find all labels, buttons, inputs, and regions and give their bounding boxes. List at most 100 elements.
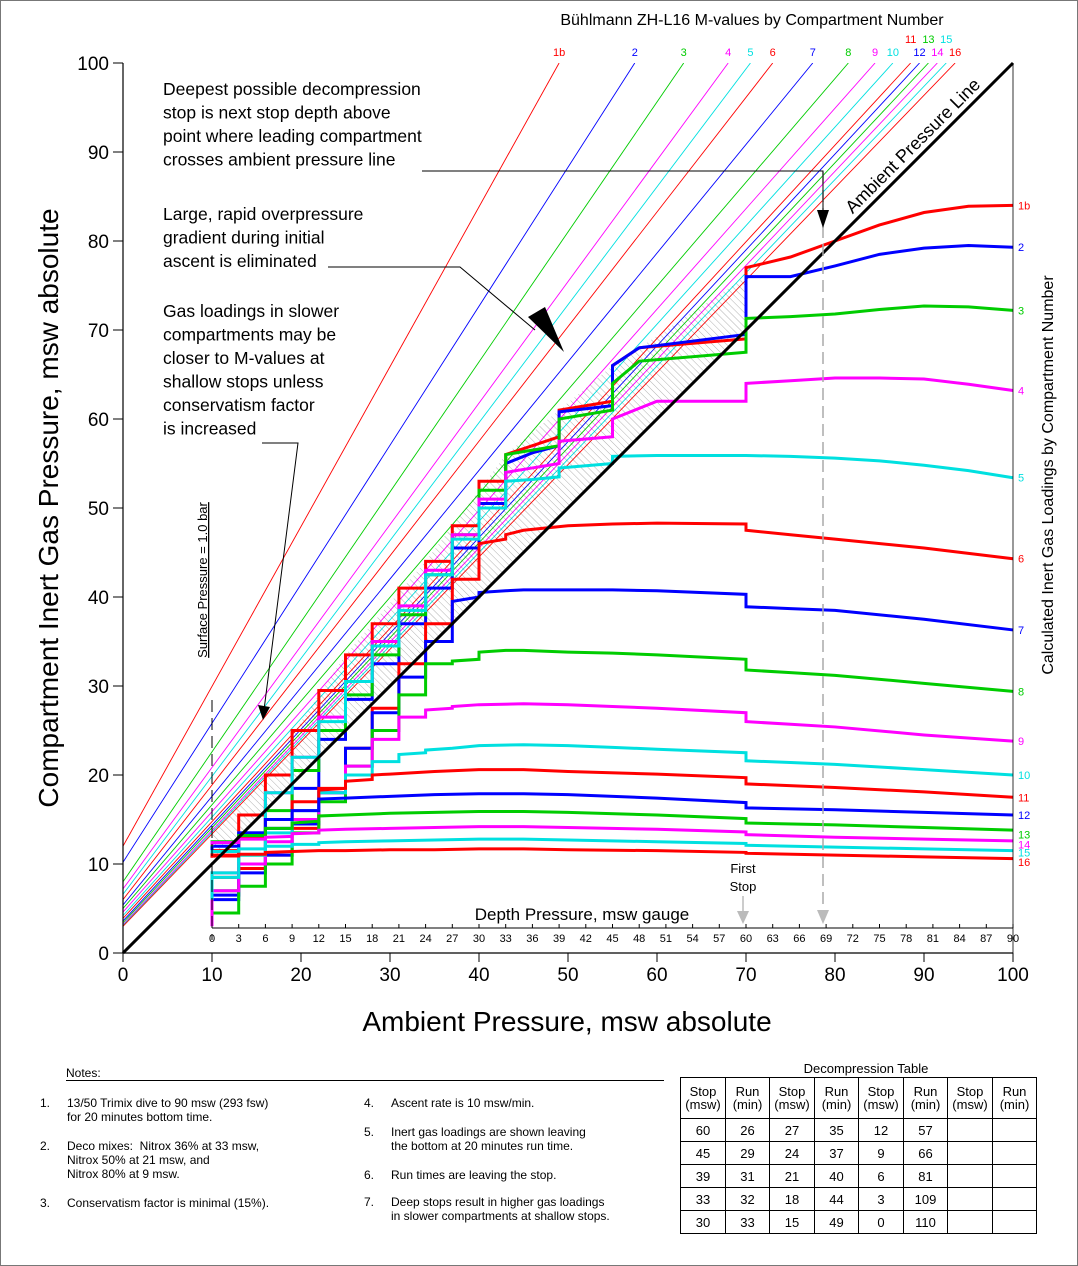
series-label-14: 14 bbox=[1018, 839, 1030, 851]
y-tick-label: 90 bbox=[88, 143, 109, 164]
m-value-label-4: 4 bbox=[725, 47, 731, 59]
m-value-label-2: 2 bbox=[632, 47, 638, 59]
table-cell: 49 bbox=[814, 1210, 859, 1234]
depth-tick-label: 18 bbox=[366, 933, 378, 945]
m-value-line-7 bbox=[123, 63, 814, 906]
note-text: Ascent rate is 10 msw/min. bbox=[391, 1096, 535, 1110]
m-value-line-2 bbox=[123, 63, 636, 863]
x-tick-label: 40 bbox=[468, 965, 489, 986]
depth-tick-label: 0 bbox=[209, 933, 215, 945]
depth-tick-label: 45 bbox=[606, 933, 618, 945]
depth-tick-label: 39 bbox=[553, 933, 565, 945]
table-cell: 32 bbox=[725, 1187, 770, 1211]
table-cell: 26 bbox=[725, 1118, 770, 1142]
table-cell bbox=[992, 1141, 1037, 1165]
annotation-line: Large, rapid overpressure bbox=[163, 204, 363, 224]
table-cell: 0 bbox=[858, 1210, 904, 1234]
table-cell: 110 bbox=[903, 1210, 948, 1234]
series-line-3 bbox=[210, 304, 1014, 913]
series-label-4: 4 bbox=[1018, 386, 1024, 398]
depth-tick-label: 30 bbox=[473, 933, 485, 945]
series-line-15 bbox=[210, 837, 1014, 854]
series-line-5 bbox=[210, 453, 1014, 896]
first-stop-marker bbox=[737, 896, 749, 924]
m-value-label-5: 5 bbox=[747, 47, 753, 59]
table-header-cell: Stop (msw) bbox=[947, 1077, 993, 1119]
depth-tick-label: 51 bbox=[660, 933, 672, 945]
table-cell: 3 bbox=[858, 1187, 904, 1211]
annotation-line: Gas loadings in slower bbox=[163, 301, 339, 321]
table-cell bbox=[947, 1210, 993, 1234]
series-line-2 bbox=[210, 243, 1014, 922]
depth-tick-label: 54 bbox=[686, 933, 698, 945]
depth-tick-label: 78 bbox=[900, 933, 912, 945]
table-cell: 45 bbox=[680, 1141, 726, 1165]
depth-tick-label: 72 bbox=[847, 933, 859, 945]
table-cell: 30 bbox=[680, 1210, 726, 1234]
annotation-1: Deepest possible decompression stop is ne… bbox=[163, 79, 422, 170]
table-header-cell: Run (min) bbox=[992, 1077, 1037, 1119]
table-cell: 60 bbox=[680, 1118, 726, 1142]
table-header-cell: Run (min) bbox=[814, 1077, 859, 1119]
m-value-label-13: 13 bbox=[922, 34, 934, 46]
y-tick-label: 100 bbox=[77, 54, 109, 75]
annotation-2: Large, rapid overpressure gradient during… bbox=[163, 204, 363, 271]
table-cell: 9 bbox=[858, 1141, 904, 1165]
note-number: 4. bbox=[364, 1096, 375, 1110]
depth-tick-label: 60 bbox=[740, 933, 752, 945]
annotation-line: stop is next stop depth above bbox=[163, 103, 391, 123]
depth-tick-label: 21 bbox=[393, 933, 405, 945]
series-label-15: 15 bbox=[1018, 847, 1030, 859]
note-text: Conservatism factor is minimal (15%). bbox=[67, 1196, 270, 1210]
m-value-label-14: 14 bbox=[931, 47, 943, 59]
note-text: 13/50 Trimix dive to 90 msw (293 fsw) fo… bbox=[67, 1096, 269, 1124]
table-cell: 18 bbox=[769, 1187, 815, 1211]
depth-tick-label: 9 bbox=[289, 933, 295, 945]
note-number: 7. bbox=[364, 1195, 375, 1209]
table-cell: 27 bbox=[769, 1118, 815, 1142]
depth-tick-label: 24 bbox=[419, 933, 431, 945]
x-tick-label: 60 bbox=[646, 965, 667, 986]
depth-tick-label: 81 bbox=[927, 933, 939, 945]
x-tick-label: 80 bbox=[824, 965, 845, 986]
table-cell: 44 bbox=[814, 1187, 859, 1211]
table-cell bbox=[947, 1118, 993, 1142]
y-tick-label: 10 bbox=[88, 855, 109, 876]
depth-axis: 0 3 6 9 12 15 18 21 24 27 30 33 36 39 42 45 48 51 54 57 60 63… bbox=[209, 924, 1019, 945]
m-value-label-12: 12 bbox=[913, 47, 925, 59]
table-cell bbox=[992, 1187, 1037, 1211]
note-number: 2. bbox=[40, 1139, 51, 1153]
x-axis-title: Ambient Pressure, msw absolute bbox=[362, 1006, 771, 1037]
m-value-label-9: 9 bbox=[872, 47, 878, 59]
table-cell: 29 bbox=[725, 1141, 770, 1165]
table-header-cell: Run (min) bbox=[725, 1077, 770, 1119]
table-cell: 37 bbox=[814, 1141, 859, 1165]
note-number: 5. bbox=[364, 1125, 375, 1139]
m-value-line-6 bbox=[123, 63, 774, 900]
depth-tick-label: 27 bbox=[446, 933, 458, 945]
note-number: 6. bbox=[364, 1168, 375, 1182]
table-cell: 109 bbox=[903, 1187, 948, 1211]
m-value-line-3 bbox=[123, 63, 685, 883]
annotation-line: crosses ambient pressure line bbox=[163, 150, 395, 170]
series-label-13: 13 bbox=[1018, 830, 1030, 842]
m-value-label-16: 16 bbox=[949, 47, 961, 59]
depth-tick-label: 42 bbox=[580, 933, 592, 945]
table-cell: 39 bbox=[680, 1164, 726, 1188]
y-tick-label: 60 bbox=[88, 410, 109, 431]
depth-tick-label: 3 bbox=[236, 933, 242, 945]
y-axis-title: Compartment Inert Gas Pressure, msw abso… bbox=[33, 208, 64, 807]
table-cell: 31 bbox=[725, 1164, 770, 1188]
series-label-6: 6 bbox=[1018, 554, 1024, 566]
table-cell bbox=[947, 1164, 993, 1188]
series-label-16: 16 bbox=[1018, 857, 1030, 869]
table-cell: 15 bbox=[769, 1210, 815, 1234]
table-cell: 24 bbox=[769, 1141, 815, 1165]
m-value-label-11: 11 bbox=[905, 34, 916, 46]
x-tick-label: 70 bbox=[735, 965, 756, 986]
notes-divider bbox=[66, 1080, 664, 1081]
note-number: 1. bbox=[40, 1096, 51, 1110]
y-tick-label: 0 bbox=[98, 944, 109, 965]
m-value-label-6: 6 bbox=[770, 47, 776, 59]
series-line-14 bbox=[210, 825, 1014, 846]
